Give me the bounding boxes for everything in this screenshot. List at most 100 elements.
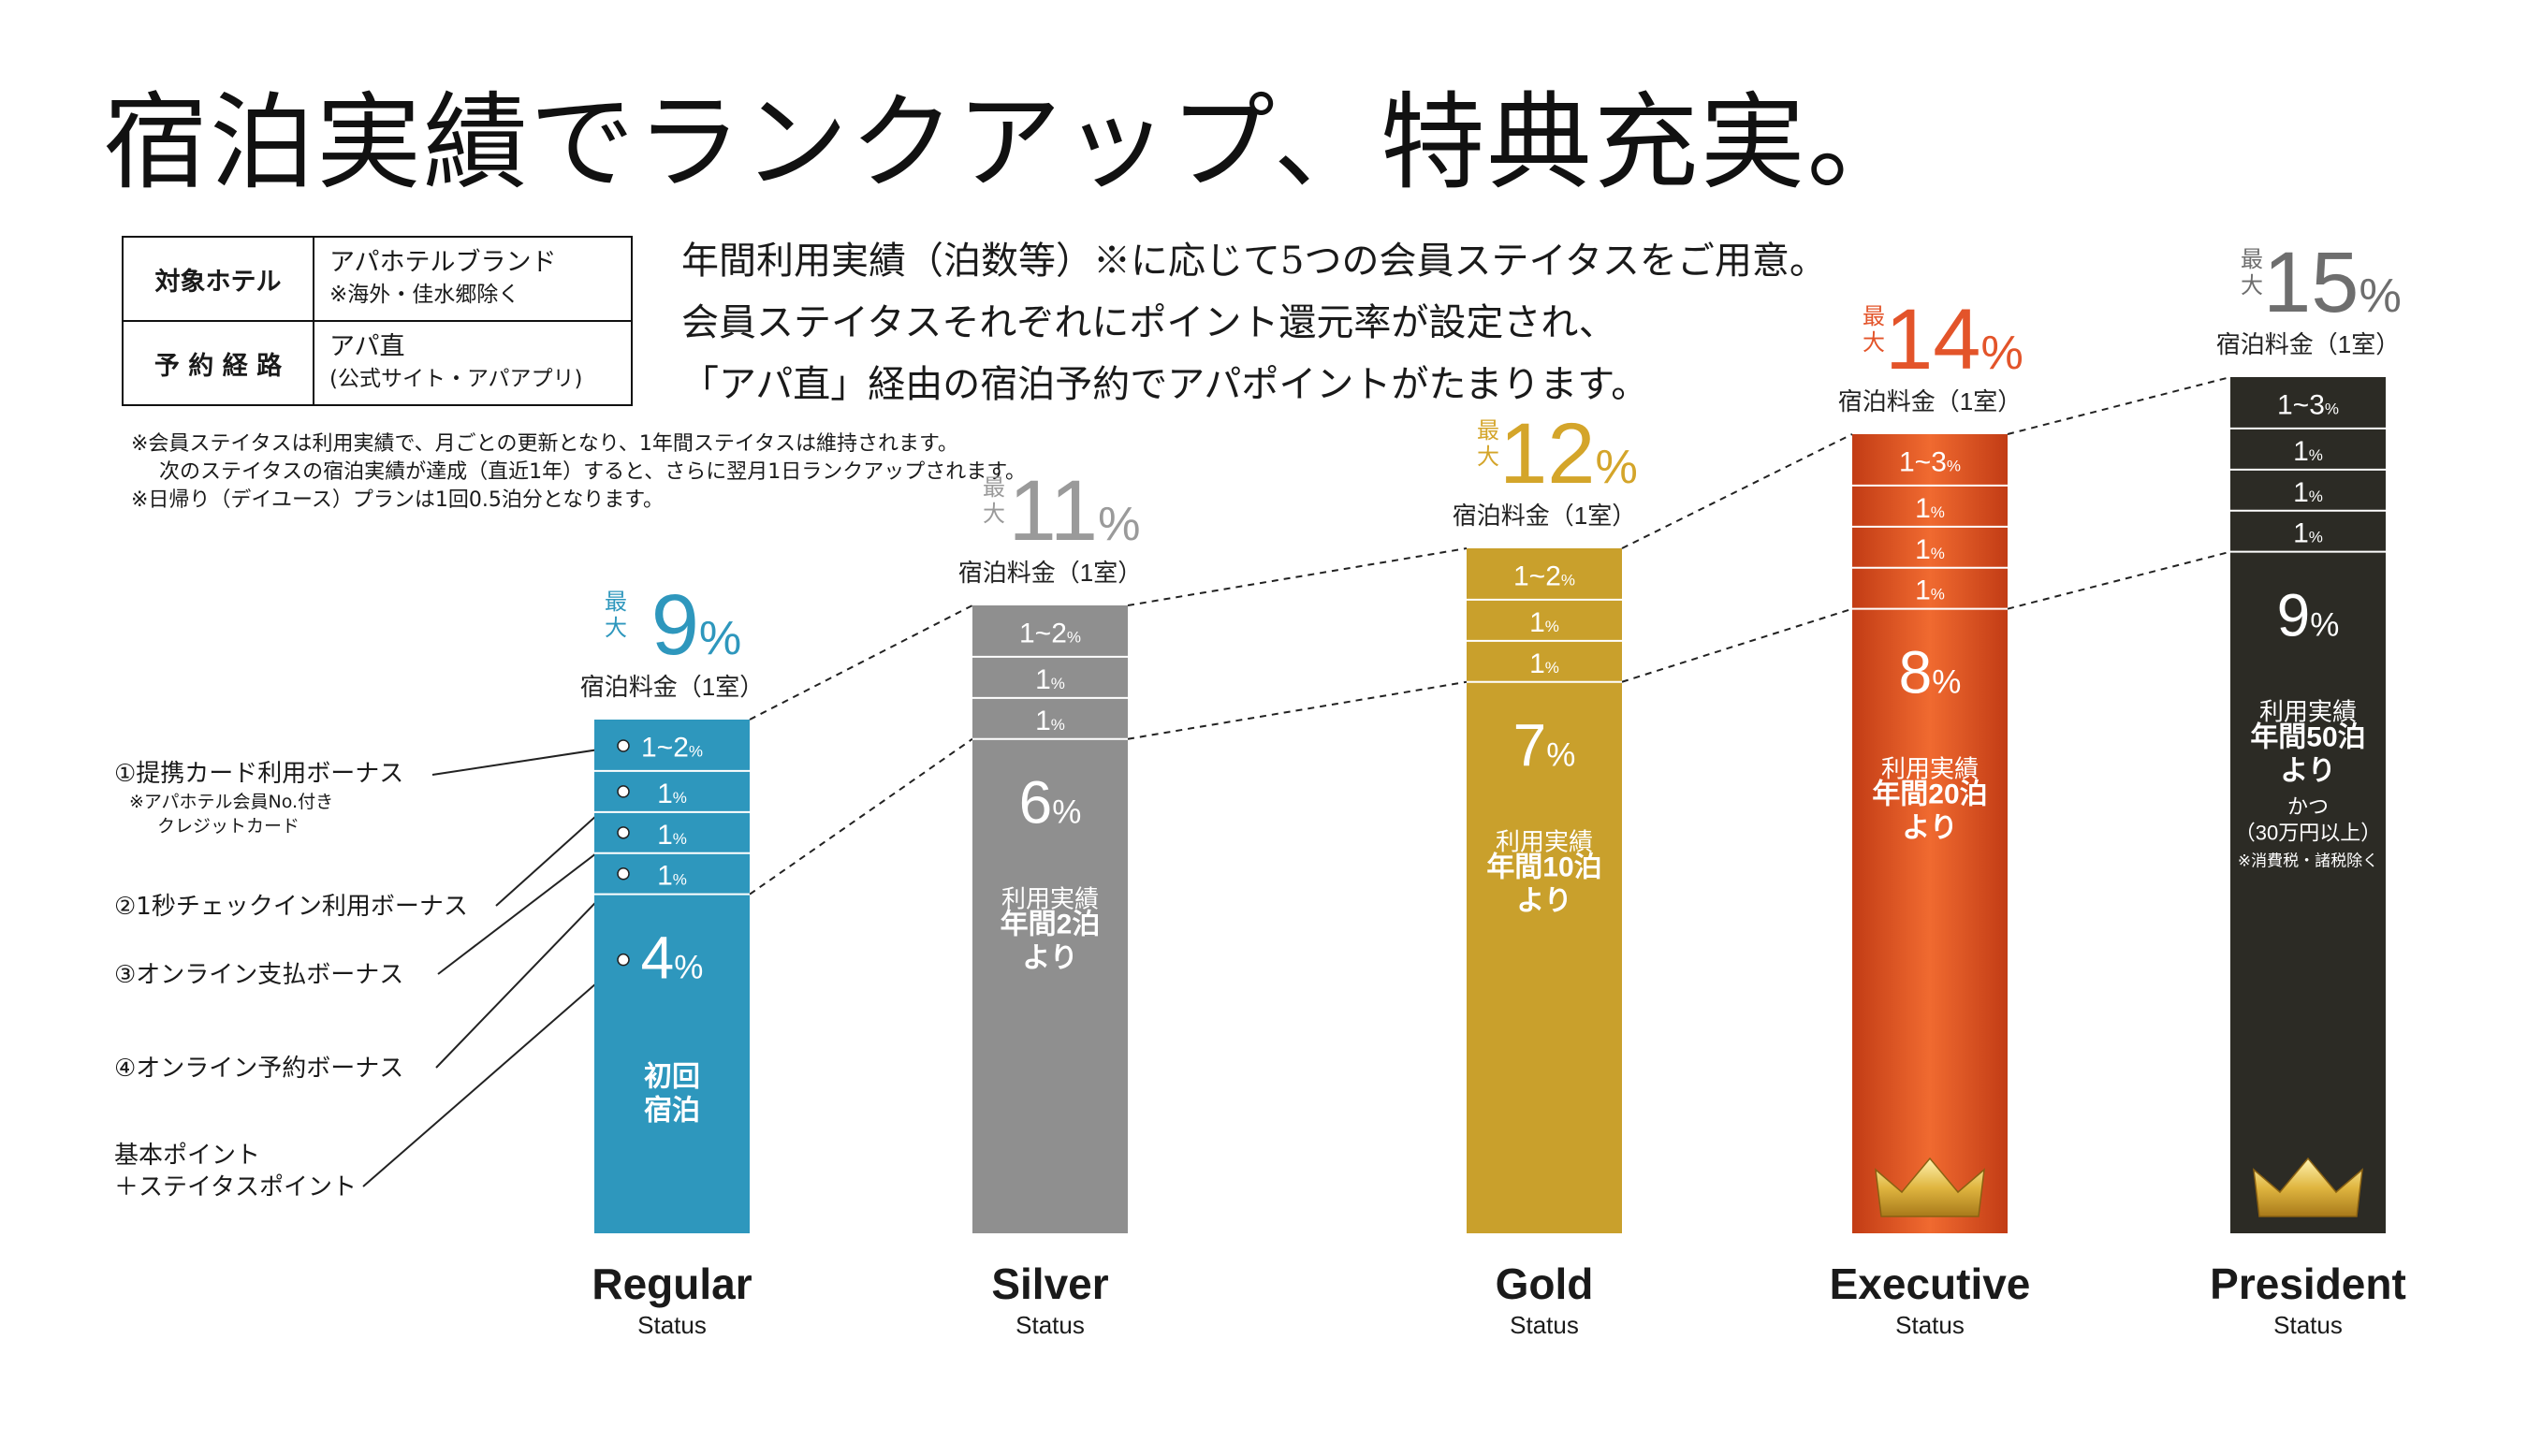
status-name-executive: Executive [1830,1259,2031,1308]
crown-shape [1875,1157,1985,1217]
bar-gold [1467,548,1622,1233]
hotel-value: アパホテルブランド [329,248,557,277]
base-connector [2007,550,2231,610]
segment-value-gold: 1% [1529,607,1559,638]
top-connector [749,604,973,721]
requirement-text: 利用実績 [1001,885,1099,913]
max-rate-executive: 14% [1885,292,2023,387]
segment-value-executive: 1~3% [1899,446,1961,477]
status-name-regular: Regular [592,1259,752,1308]
callout-label: ②1秒チェックイン利用ボーナス [114,893,468,921]
status-word: Status [2273,1311,2343,1339]
table-header-route: 予 約 経 路 [122,320,314,406]
segment-value-president: 1% [2293,477,2323,508]
max-caption: 宿泊料金（1室） [2216,330,2400,358]
callout-leader [437,832,624,975]
callout-note: クレジットカード [157,816,300,837]
max-caption: 宿泊料金（1室） [1838,387,2022,415]
note-line: ※会員ステイタスは利用実績で、月ごとの更新となり、1年間ステイタスは維持されます… [131,432,958,456]
segment-value-executive: 1% [1915,534,1945,565]
status-name-silver: Silver [991,1259,1108,1308]
base-connector [749,737,973,895]
table-row: 予 約 経 路 アパ直 (公式サイト・アパアプリ) [122,320,633,406]
table-row: 対象ホテル アパホテルブランド ※海外・佳水郷除く [122,236,633,322]
max-prefix: 最 [1863,304,1885,329]
segment-value-silver: 6% [1019,769,1082,837]
intro-line: 「アパ直」経由の宿泊予約でアパポイントがたまります。 [681,363,1649,406]
status-name-president: President [2210,1259,2406,1308]
callout-label: 基本ポイント [114,1142,261,1170]
route-value: アパ直 [329,332,405,361]
max-prefix: 大 [1863,330,1885,356]
segment-value-president: 1~3% [2277,389,2339,420]
intro-line: 年間利用実績（泊数等）※に応じて5つの会員ステイタスをご用意。 [681,240,1827,283]
max-prefix: 最 [605,590,627,615]
base-connector [1127,680,1468,740]
intro-line: 会員ステイタスそれぞれにポイント還元率が設定され、 [681,301,1616,344]
status-word: Status [1015,1311,1085,1339]
table-value-route: アパ直 (公式サイト・アパアプリ) [313,320,633,406]
max-rate-president: 15% [2263,235,2402,330]
requirement-text: より [1516,886,1571,917]
callout-dot [617,739,630,752]
table-value-hotel: アパホテルブランド ※海外・佳水郷除く [313,236,633,322]
requirement-text: 年間10泊 [1486,852,1601,883]
callout-leader [435,873,624,1069]
top-connector [1127,547,1468,606]
callout-note: ※アパホテル会員No.付き [129,792,334,812]
callout-dot [617,866,630,881]
status-word: Status [1895,1311,1965,1339]
segment-value-president: 1% [2293,436,2323,467]
top-connector [1621,433,1853,549]
segment-value-gold: 1~2% [1513,561,1575,591]
max-rate-gold: 12% [1499,406,1638,502]
max-prefix: 最 [983,475,1005,501]
crown-icon [1875,1157,1985,1217]
route-note: (公式サイト・アパアプリ) [329,367,583,391]
callout-label: ＋ステイタスポイント [114,1173,357,1201]
base-connector [1621,607,1853,683]
note-line: 次のステイタスの宿泊実績が達成（直近1年）すると、さらに翌月1日ランクアップされ… [159,460,1027,484]
segment-value-silver: 1% [1035,664,1065,695]
segment-value-regular: 1% [657,861,687,892]
segment-value-silver: 1% [1035,706,1065,736]
requirement-text: より [2280,756,2335,787]
segment-value-silver: 1~2% [1019,618,1081,648]
requirement-text: 利用実績 [2259,698,2357,726]
callout-dot [617,826,630,839]
callout-online-payment-bonus: ③オンライン支払ボーナス [114,959,403,991]
callout-leader [431,745,624,776]
table-header-hotel: 対象ホテル [122,236,314,322]
segment-value-regular: 1% [657,779,687,809]
crown-icon [2253,1157,2363,1217]
hotel-note: ※海外・佳水郷除く [329,283,520,307]
segment-value-president: 1% [2293,518,2323,549]
callout-card-bonus: ①提携カード利用ボーナス ※アパホテル会員No.付き クレジットカード [114,758,403,838]
note-line: ※日帰り（デイユース）プランは1回0.5泊分となります。 [131,488,665,512]
max-caption: 宿泊料金（1室） [958,559,1142,587]
segment-value-executive: 1% [1915,493,1945,524]
segment-value-executive: 8% [1899,639,1962,706]
requirement-text: 宿泊 [644,1096,700,1127]
callout-label: ④オンライン予約ボーナス [114,1055,404,1083]
requirement-text: 年間50泊 [2250,722,2365,753]
callout-dot [617,953,630,967]
max-prefix: 大 [1477,444,1499,470]
callout-base-points: 基本ポイント ＋ステイタスポイント [114,1140,357,1203]
requirement-text: 初回 [644,1062,700,1093]
max-prefix: 大 [2241,273,2263,298]
requirement-text: 利用実績 [1881,755,1979,783]
notes: ※会員ステイタスは利用実績で、月ごとの更新となり、1年間ステイタスは維持されます… [131,430,1026,515]
max-caption: 宿泊料金（1室） [580,673,764,701]
intro-text: 年間利用実績（泊数等）※に応じて5つの会員ステイタスをご用意。 会員ステイタスそ… [681,230,1827,415]
max-rate-silver: 11% [1009,463,1141,559]
max-caption: 宿泊料金（1室） [1453,502,1636,530]
callout-label: ③オンライン支払ボーナス [114,961,404,989]
crown-shape [2253,1157,2363,1217]
requirement-text: より [1902,813,1957,844]
segment-value-president: 9% [2277,582,2340,649]
callout-online-booking-bonus: ④オンライン予約ボーナス [114,1053,403,1085]
requirement-text: （30万円以上） [2235,822,2381,845]
segment-value-executive: 1% [1915,575,1945,606]
